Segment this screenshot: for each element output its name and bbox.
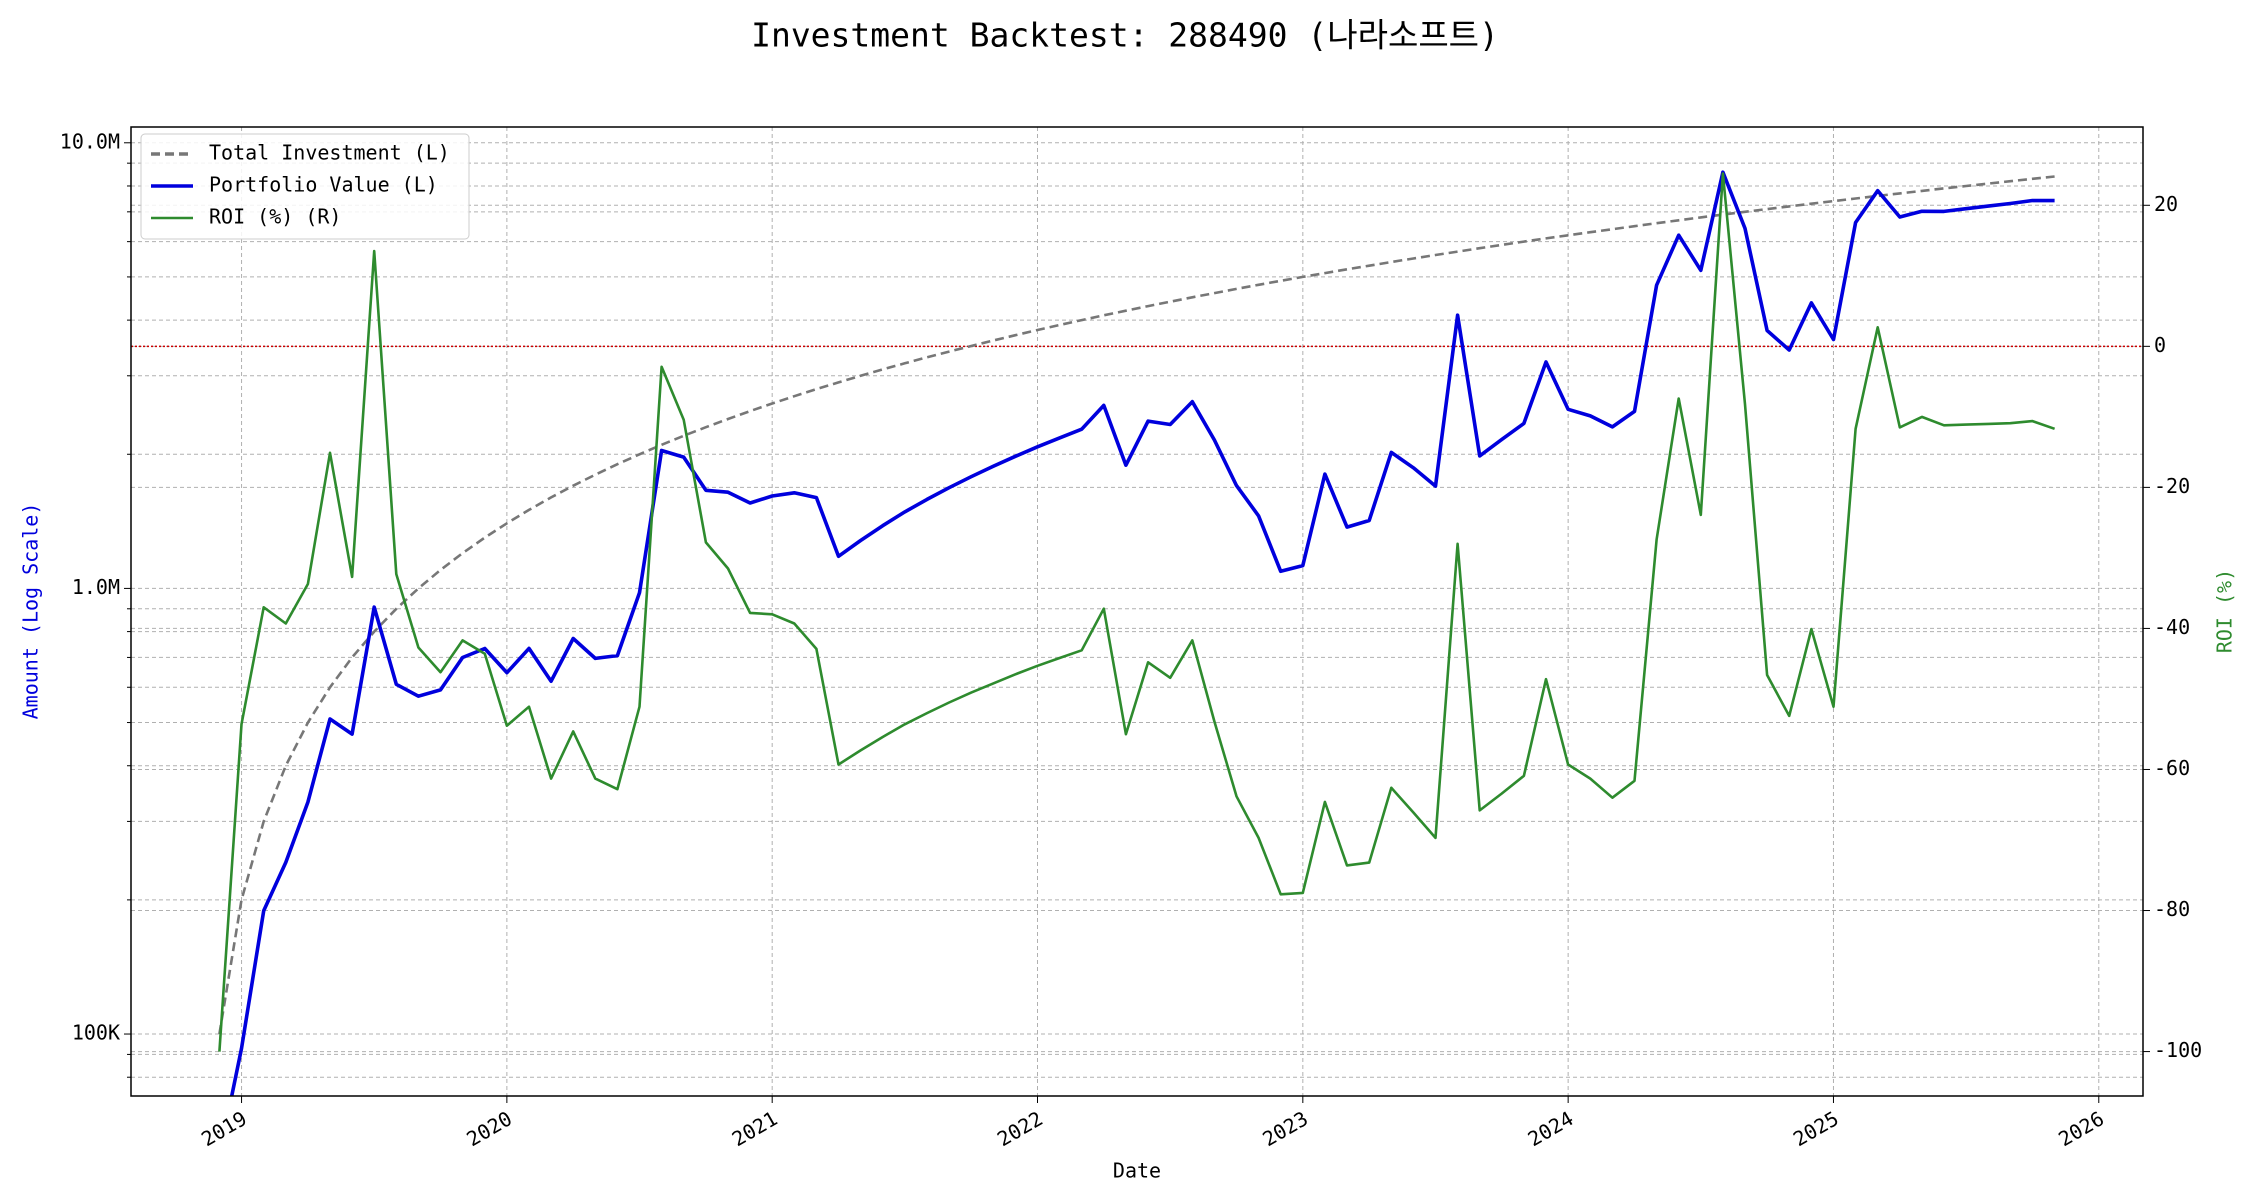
plot-area xyxy=(218,170,2056,1096)
x-tick-label: 2020 xyxy=(462,1106,516,1151)
x-tick-label: 2023 xyxy=(1258,1106,1312,1151)
y2-axis-label: ROI (%) xyxy=(2213,569,2237,653)
x-tick-label: 2021 xyxy=(728,1106,782,1151)
plot-frame xyxy=(130,126,2144,1097)
y2-tick-label: 20 xyxy=(2154,192,2178,216)
y2-tick-label: -60 xyxy=(2154,756,2190,780)
x-tick-label: 2025 xyxy=(1789,1106,1843,1151)
series-line xyxy=(218,172,2056,1052)
y-tick-label: 1.0M xyxy=(72,575,120,599)
y2-tick-label: 0 xyxy=(2154,333,2166,357)
y2-tick-label: -40 xyxy=(2154,615,2190,639)
legend-box xyxy=(140,133,470,240)
series-line xyxy=(218,175,2055,1035)
y2-tick-label: -80 xyxy=(2154,897,2190,921)
x-tick-label: 2026 xyxy=(2054,1106,2108,1151)
x-tick-label: 2024 xyxy=(1524,1106,1578,1151)
y-tick-label: 100K xyxy=(72,1021,120,1045)
y2-tick-label: -100 xyxy=(2154,1038,2202,1062)
legend-label: ROI (%) (R) xyxy=(209,205,341,229)
chart-title: Investment Backtest: 288490 (나라소프트) xyxy=(751,16,1499,55)
legend-label: Total Investment (L) xyxy=(209,141,450,165)
y-tick-label: 10.0M xyxy=(60,129,120,153)
y2-tick-label: -20 xyxy=(2154,474,2190,498)
x-tick-label: 2019 xyxy=(197,1106,251,1151)
x-axis-label: Date xyxy=(1113,1159,1161,1183)
x-tick-label: 2022 xyxy=(993,1106,1047,1151)
series-line xyxy=(229,170,2055,1096)
y-axis-label: Amount (Log Scale) xyxy=(19,503,43,720)
legend-label: Portfolio Value (L) xyxy=(209,173,438,197)
